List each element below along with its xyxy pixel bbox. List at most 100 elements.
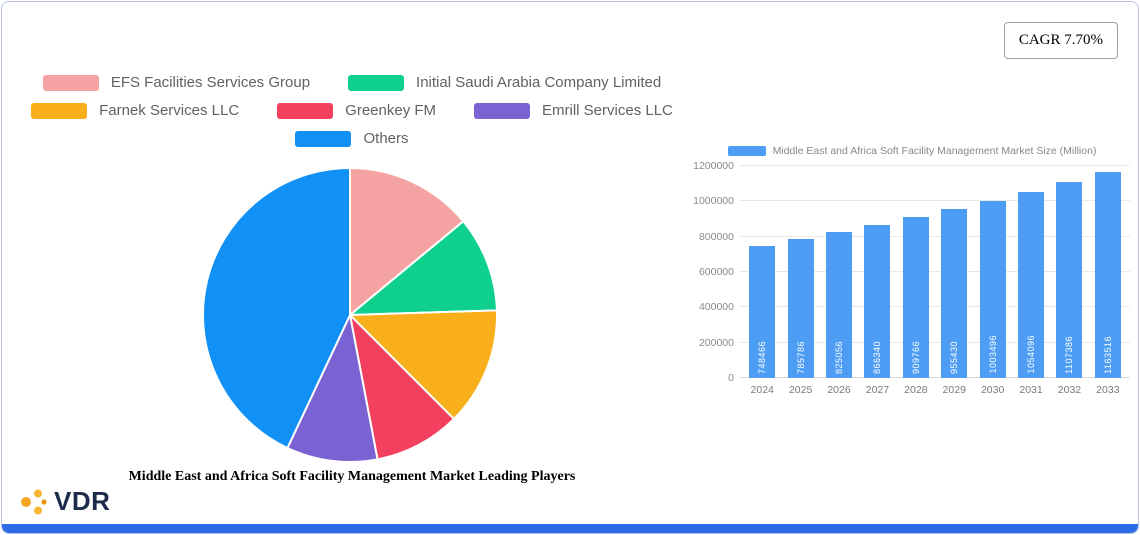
pie-slice-2[interactable] (347, 309, 498, 421)
gridline (740, 200, 1130, 202)
bar-legend-swatch (727, 146, 766, 156)
pie-slice-5[interactable] (202, 166, 351, 450)
bar-value-label: 1003496 (987, 335, 998, 374)
x-axis-label: 2033 (1096, 384, 1120, 396)
bar-value-label: 866340 (872, 340, 883, 374)
legend-swatch (42, 74, 99, 91)
bar-2028[interactable]: 909766 (902, 217, 929, 378)
bar-plot-area: 748466 785786 825056 866340 909766 955430 1003… (740, 165, 1130, 378)
legend-label: Farnek Services LLC (99, 102, 240, 119)
bar-2032[interactable]: 1107386 (1056, 182, 1083, 378)
brand-name: VDR (54, 486, 111, 516)
bar-column: 866340 (858, 166, 896, 378)
legend-swatch (295, 130, 352, 147)
bar-2030[interactable]: 1003496 (979, 200, 1006, 378)
gridline (740, 341, 1130, 343)
bar-column: 955430 (935, 166, 973, 378)
x-axis-label: 2030 (980, 384, 1005, 396)
pie-chart (200, 165, 500, 465)
legend-item-2[interactable]: Farnek Services LLC (31, 102, 239, 119)
pie-slice-1[interactable] (347, 219, 498, 317)
bar-column: 1107386 (1050, 166, 1088, 378)
legend-label: Greenkey FM (345, 102, 437, 119)
gridline (740, 377, 1130, 378)
pie-legend-row: Farnek Services LLC Greenkey FM Emrill Ser… (22, 102, 682, 119)
y-axis-tick-label: 0 (728, 372, 734, 384)
gridline (740, 306, 1130, 308)
bar-value-label: 909766 (910, 340, 921, 374)
bar-legend-label: Middle East and Africa Soft Facility Man… (772, 145, 1097, 157)
y-axis-tick-label: 1000000 (693, 195, 734, 208)
bar-value-label: 1163516 (1102, 336, 1113, 374)
cagr-badge: CAGR 7.70% (1003, 22, 1118, 59)
bar-column: 785786 (781, 166, 819, 378)
pie-slice-3[interactable] (348, 311, 456, 461)
bar-2027[interactable]: 866340 (864, 224, 891, 378)
bars-container: 748466 785786 825056 866340 909766 955430 1003… (740, 166, 1130, 378)
y-axis-tick-label: 600000 (698, 266, 734, 278)
gridline (740, 165, 1130, 166)
pie-slice-0[interactable] (349, 166, 465, 318)
legend-swatch (31, 102, 88, 119)
pie-chart-title: Middle East and Africa Soft Facility Man… (128, 469, 576, 484)
pie-chart-legend: EFS Facilities Services Group Initial Sau… (22, 74, 682, 147)
x-axis-label: 2029 (942, 384, 966, 396)
legend-item-0[interactable]: EFS Facilities Services Group (42, 74, 311, 91)
bar-value-label: 748466 (757, 340, 768, 374)
y-axis-tick-label: 800000 (698, 230, 734, 243)
pie-legend-row: Others (22, 130, 682, 147)
bar-plot-row: 0 200000 400000 600000 800000 1000000 1200000 … (693, 160, 1130, 384)
legend-item-3[interactable]: Greenkey FM (277, 102, 436, 119)
bar-value-label: 825056 (834, 340, 845, 374)
legend-item-5[interactable]: Others (295, 130, 409, 147)
legend-label: EFS Facilities Services Group (110, 74, 311, 91)
legend-label: Initial Saudi Arabia Company Limited (416, 74, 662, 91)
y-axis-tick-label: 1200000 (693, 160, 734, 172)
bar-x-axis: 2024 2025 2026 2027 2028 2029 2030 2031 2032 2033 (740, 384, 1130, 396)
bar-2031[interactable]: 1054096 (1018, 191, 1045, 378)
bar-column: 1054096 (1012, 166, 1050, 378)
bar-column: 825056 (820, 166, 858, 378)
legend-label: Emrill Services LLC (542, 102, 673, 119)
bar-2025[interactable]: 785786 (787, 239, 814, 378)
x-axis-label: 2031 (1019, 384, 1043, 396)
x-axis-label: 2028 (904, 384, 928, 396)
bar-chart: Middle East and Africa Soft Facility Man… (693, 144, 1130, 396)
legend-label: Others (363, 130, 409, 147)
bar-2024[interactable]: 748466 (749, 245, 776, 378)
bottom-accent-bar (2, 524, 1138, 533)
bar-column: 1163516 (1089, 166, 1127, 378)
legend-swatch (474, 102, 531, 119)
bar-column: 909766 (897, 166, 935, 378)
y-axis-tick-label: 400000 (698, 301, 734, 314)
pie-chart-svg (202, 166, 498, 464)
legend-item-1[interactable]: Initial Saudi Arabia Company Limited (348, 74, 661, 91)
bar-chart-legend[interactable]: Middle East and Africa Soft Facility Man… (694, 144, 1130, 158)
bar-value-label: 1107386 (1064, 336, 1075, 374)
legend-swatch (277, 102, 334, 119)
x-axis-label: 2024 (750, 384, 774, 396)
bar-value-label: 1054096 (1026, 335, 1037, 374)
x-axis-label: 2027 (865, 384, 890, 396)
bar-2033[interactable]: 1163516 (1094, 172, 1121, 378)
bar-value-label: 785786 (795, 340, 806, 374)
pie-slice-4[interactable] (286, 311, 379, 464)
bar-column: 1003496 (973, 166, 1011, 378)
cagr-label: CAGR 7.70% (1018, 32, 1103, 48)
y-axis-tick-label: 200000 (698, 336, 734, 349)
x-axis-label: 2026 (827, 384, 851, 396)
vdr-logo-icon (21, 489, 47, 514)
pie-legend-row: EFS Facilities Services Group Initial Sau… (22, 74, 682, 91)
bar-y-axis: 0 200000 400000 600000 800000 1000000 1200000 (693, 160, 740, 384)
bar-2029[interactable]: 955430 (941, 209, 968, 378)
legend-swatch (348, 74, 405, 91)
bar-2026[interactable]: 825056 (826, 232, 853, 378)
bar-column: 748466 (743, 166, 781, 378)
x-axis-label: 2025 (788, 384, 813, 396)
legend-item-4[interactable]: Emrill Services LLC (474, 102, 673, 119)
brand-logo: VDR (18, 486, 110, 517)
x-axis-label: 2032 (1057, 384, 1082, 396)
gridline (740, 271, 1130, 272)
gridline (740, 235, 1130, 237)
